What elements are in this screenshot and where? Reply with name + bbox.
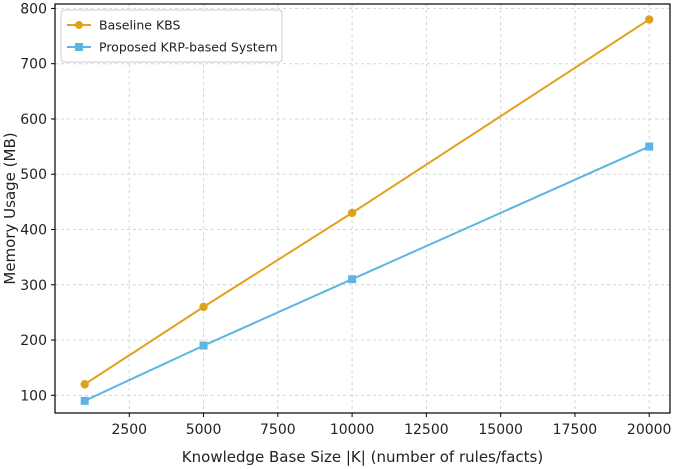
x-tick-label: 17500 (553, 422, 598, 438)
y-tick-label: 300 (20, 278, 47, 294)
data-point (199, 302, 208, 312)
x-axis-label: Knowledge Base Size |K| (number of rules… (182, 448, 543, 466)
data-point (645, 15, 654, 24)
y-tick-label: 200 (20, 333, 47, 349)
y-tick-label: 400 (20, 223, 47, 239)
x-tick-label: 10000 (330, 422, 375, 438)
y-tick-label: 500 (20, 167, 47, 183)
legend-label: Proposed KRP-based System (99, 40, 278, 55)
series-line (84, 18, 650, 386)
y-tick-label: 700 (20, 57, 47, 73)
x-tick-label: 5000 (186, 422, 222, 438)
legend-marker (75, 21, 83, 29)
series-line (84, 145, 650, 402)
data-point (347, 208, 357, 218)
x-tick-label: 7500 (260, 422, 296, 438)
x-tick-label: 2500 (111, 422, 147, 438)
y-tick-label: 800 (20, 1, 47, 17)
data-point (80, 396, 89, 405)
series-1 (80, 15, 654, 389)
y-axis-label: Memory Usage (MB) (1, 132, 19, 284)
legend: Baseline KBS Proposed KRP-based System (60, 9, 283, 63)
x-tick-label: 15000 (478, 422, 523, 438)
series-2 (80, 142, 654, 405)
data-point (348, 275, 357, 284)
y-tick-label: 600 (20, 112, 47, 128)
plot-frame (54, 3, 671, 414)
legend-box (60, 9, 283, 63)
series-layer (80, 15, 654, 405)
y-tick-label: 100 (20, 388, 47, 404)
legend-marker (75, 43, 83, 51)
axis-ticks: 2500 5000 7500 10000 12500 15000 17500 20000 100… (20, 1, 671, 438)
x-tick-label: 12500 (404, 422, 449, 438)
legend-label: Baseline KBS (99, 18, 181, 33)
data-point (645, 142, 654, 151)
grid (55, 4, 670, 413)
data-point (199, 341, 208, 350)
data-point (80, 380, 89, 389)
x-tick-label: 20000 (627, 422, 672, 438)
